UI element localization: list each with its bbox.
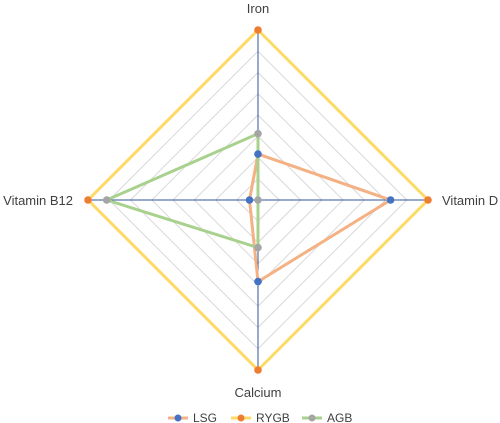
data-point-rygb-calcium xyxy=(254,366,262,374)
data-point-rygb-vitamin-d xyxy=(424,196,432,204)
data-point-rygb-iron xyxy=(254,26,262,34)
data-point-agb-vitamin-d xyxy=(254,196,262,204)
data-point-lsg-calcium xyxy=(254,277,262,286)
axis-label-vitamin-d: Vitamin D xyxy=(442,193,498,208)
data-point-rygb-vitamin-b12 xyxy=(84,196,92,204)
legend-item-rygb: RYGB xyxy=(231,411,290,423)
chart-legend: LSG RYGB AGB xyxy=(168,411,352,423)
data-point-agb-vitamin-b12 xyxy=(102,196,111,204)
radar-series xyxy=(84,26,432,374)
legend-label-rygb: RYGB xyxy=(256,411,290,423)
axis-label-vitamin-b12: Vitamin B12 xyxy=(3,193,73,208)
legend-item-agb: AGB xyxy=(302,411,352,423)
data-point-lsg-vitamin-b12 xyxy=(245,196,254,204)
series-line-lsg xyxy=(248,152,393,284)
legend-label-agb: AGB xyxy=(327,411,352,423)
axis-label-iron: Iron xyxy=(247,1,269,16)
axis-label-calcium: Calcium xyxy=(235,385,282,400)
legend-marker-agb xyxy=(308,414,316,422)
legend-item-lsg: LSG xyxy=(168,411,217,423)
data-point-agb-iron xyxy=(254,129,262,138)
data-point-lsg-vitamin-d xyxy=(386,196,395,204)
data-point-agb-calcium xyxy=(254,243,262,252)
legend-label-lsg: LSG xyxy=(193,411,217,423)
legend-marker-rygb xyxy=(237,414,245,422)
legend-marker-lsg xyxy=(174,414,182,422)
data-point-lsg-iron xyxy=(254,150,262,158)
